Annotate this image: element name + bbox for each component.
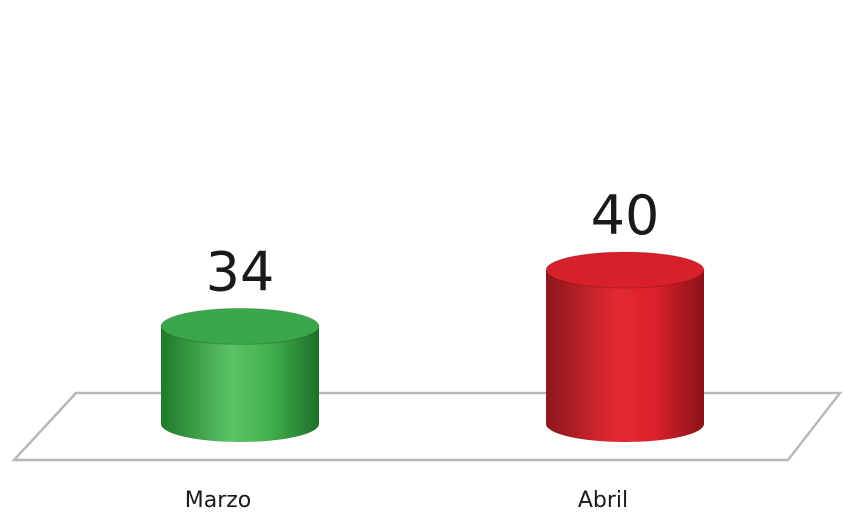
category-labels-layer: Marzo Abril	[185, 488, 628, 512]
bar-body	[546, 270, 704, 442]
bar-top-cap	[545, 251, 705, 289]
value-labels-layer: 34 40	[206, 184, 660, 303]
data-label: 40	[591, 184, 660, 247]
bars-layer	[160, 251, 705, 442]
bar-top-cap	[160, 307, 320, 345]
data-label: 34	[206, 240, 275, 303]
bar-marzo	[160, 307, 320, 442]
category-label: Marzo	[185, 488, 252, 512]
bar-body	[161, 326, 319, 442]
chart-floor	[11, 391, 843, 462]
bar-abril	[545, 251, 705, 442]
category-label: Abril	[578, 488, 628, 512]
